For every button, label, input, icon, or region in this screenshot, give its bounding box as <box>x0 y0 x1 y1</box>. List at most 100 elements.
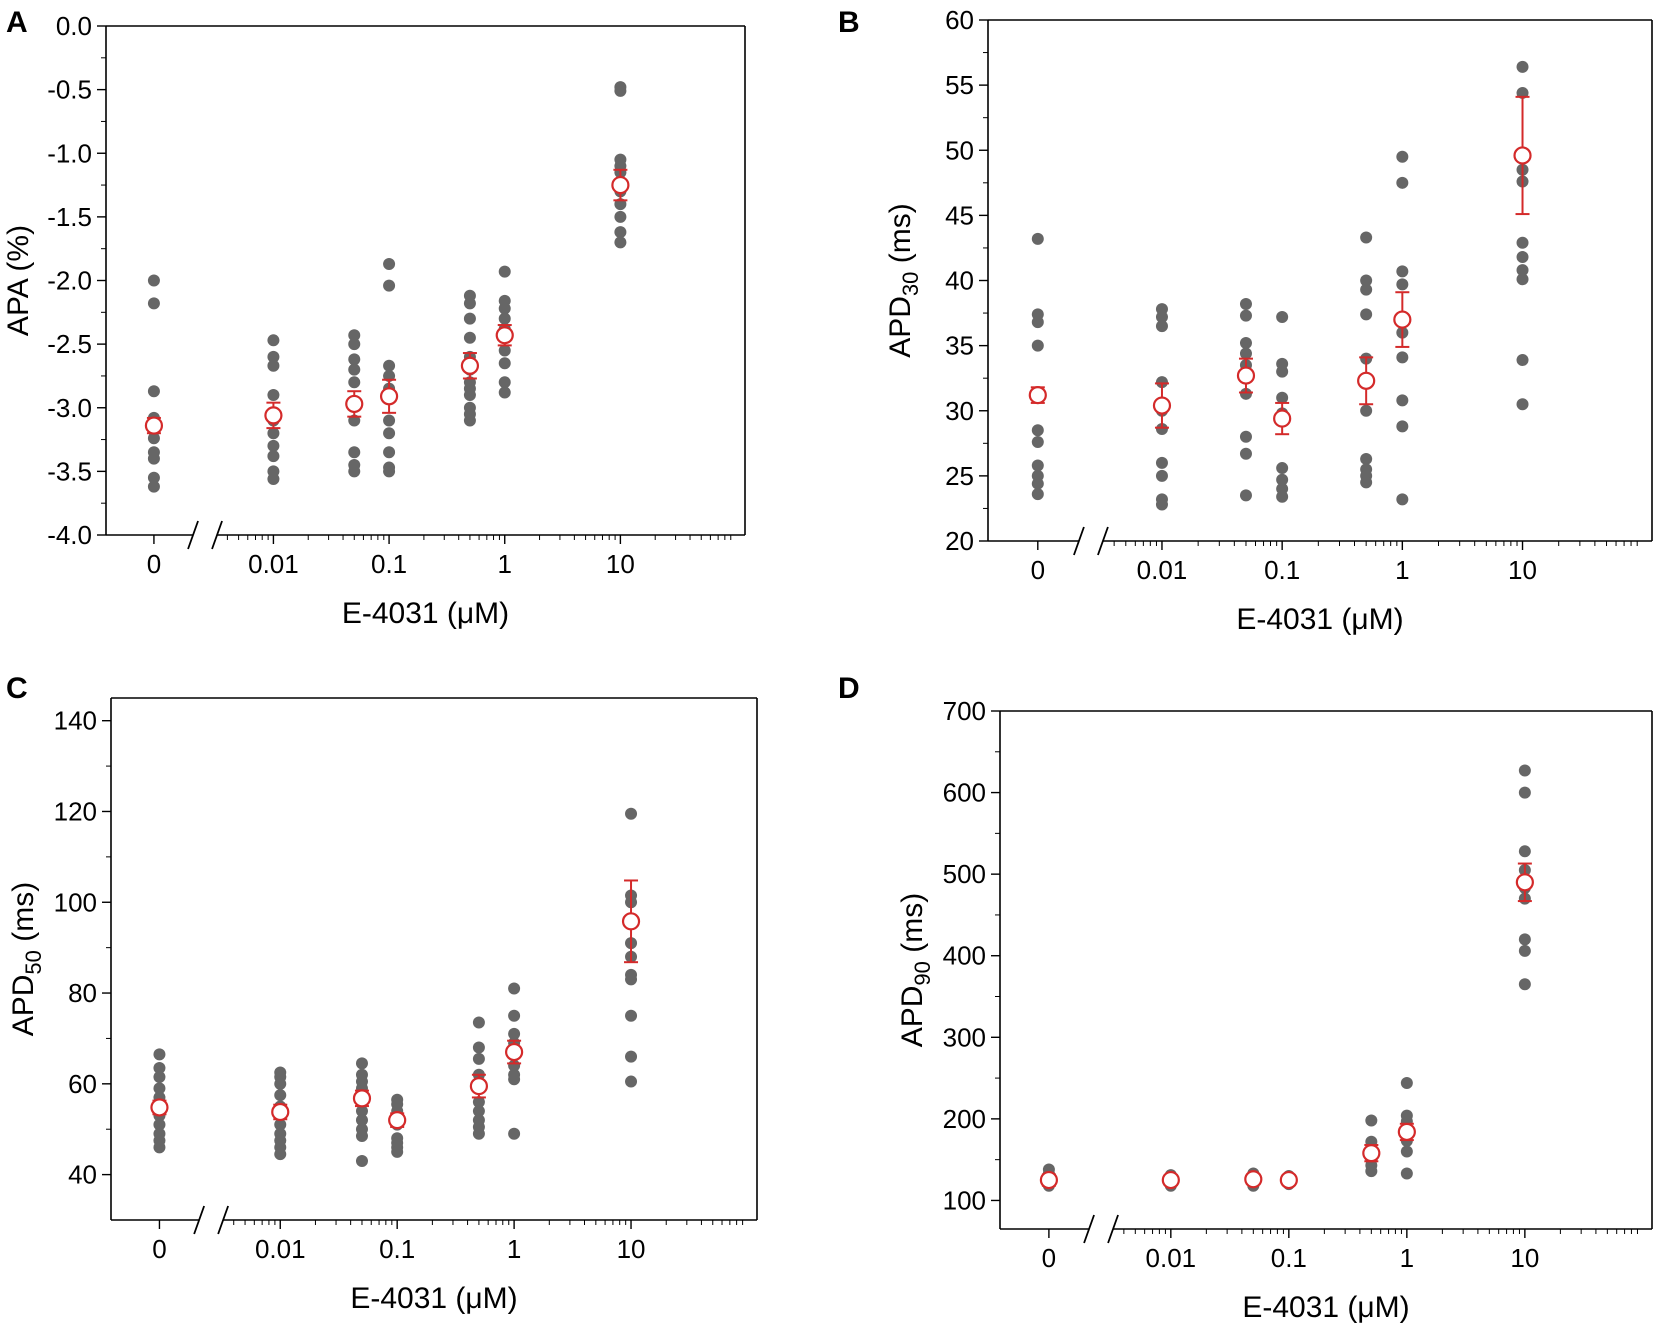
y-tick-label: 35 <box>945 331 974 361</box>
y-axis-label-subscript: 50 <box>21 950 46 974</box>
y-axis-label: APA (%) <box>2 225 35 336</box>
x-tick-label: 0.1 <box>371 549 407 579</box>
data-point <box>1518 944 1531 957</box>
data-point <box>625 807 638 820</box>
mean-marker <box>1397 1122 1416 1142</box>
data-point <box>147 452 160 465</box>
data-point <box>1518 845 1531 858</box>
y-tick-label: 60 <box>68 1069 97 1099</box>
y-tick-label: 100 <box>943 1185 986 1215</box>
data-point <box>472 1016 485 1029</box>
panel-letter-a: A <box>6 6 28 39</box>
data-point <box>472 1127 485 1140</box>
data-point <box>1031 316 1044 329</box>
y-axis-label-subscript: 30 <box>898 272 923 296</box>
data-point <box>1400 1167 1413 1180</box>
mean-marker <box>460 356 480 375</box>
y-axis-label-subscript: 90 <box>910 961 935 985</box>
data-point <box>1239 347 1252 360</box>
data-point <box>1365 1114 1378 1127</box>
data-point <box>1396 176 1409 189</box>
data-point <box>147 432 160 445</box>
data-point <box>1239 297 1252 310</box>
data-point <box>1396 265 1409 278</box>
axis-break-mark <box>1083 1214 1095 1244</box>
data-point <box>348 376 361 389</box>
data-point <box>1518 933 1531 946</box>
data-point <box>498 376 511 389</box>
data-point <box>1155 320 1168 333</box>
data-point <box>355 1114 368 1127</box>
data-point <box>1276 391 1289 404</box>
data-point <box>267 359 280 372</box>
data-point <box>348 329 361 342</box>
x-tick-label: 0.01 <box>248 549 299 579</box>
x-tick-label: 0 <box>147 549 161 579</box>
data-point <box>1239 447 1252 460</box>
x-tick-label: 10 <box>617 1234 646 1264</box>
data-point <box>355 1105 368 1118</box>
data-point <box>1400 1145 1413 1158</box>
data-point <box>1365 1165 1378 1178</box>
axis-break-mark <box>217 1205 229 1235</box>
data-point <box>153 1048 166 1061</box>
data-point <box>147 480 160 493</box>
data-point <box>153 1082 166 1095</box>
y-tick-label: 400 <box>943 941 986 971</box>
x-tick-label: 0 <box>152 1234 166 1264</box>
y-tick-label: 120 <box>54 796 97 826</box>
data-point <box>1516 273 1529 286</box>
y-tick-label: 500 <box>943 859 986 889</box>
data-point <box>1031 459 1044 472</box>
data-point <box>625 1009 638 1022</box>
data-point <box>625 1050 638 1063</box>
axis-break-mark <box>1073 526 1085 556</box>
data-point <box>1276 462 1289 475</box>
data-point <box>348 446 361 459</box>
data-point <box>1396 493 1409 506</box>
data-point <box>267 450 280 463</box>
y-tick-label: 30 <box>945 396 974 426</box>
data-point <box>355 1057 368 1070</box>
y-axis-label: APD30 (ms) <box>884 203 923 357</box>
data-point <box>1396 420 1409 433</box>
y-tick-label: 600 <box>943 778 986 808</box>
data-point <box>1396 278 1409 291</box>
data-point <box>153 1141 166 1154</box>
mean-marker <box>271 1102 290 1122</box>
data-point <box>1360 452 1373 465</box>
data-point <box>1031 232 1044 245</box>
y-tick-label: 0.0 <box>56 11 92 41</box>
data-point <box>383 465 396 478</box>
mean-marker <box>150 1098 169 1117</box>
axis-break-mark <box>1107 1214 1119 1244</box>
data-point <box>463 312 476 325</box>
mean-marker <box>1028 386 1047 405</box>
data-point <box>1518 786 1531 799</box>
panel-c: C 0 0.01 0.1 1 10 40 60 80 100 120 140 E-4031 (μM) AP… <box>6 672 758 1315</box>
data-point <box>267 350 280 363</box>
y-tick-label: -2.5 <box>47 329 92 359</box>
data-point <box>625 1075 638 1088</box>
y-tick-label: 55 <box>945 70 974 100</box>
data-point <box>472 1041 485 1054</box>
data-point <box>274 1077 287 1090</box>
x-tick-label: 1 <box>498 549 512 579</box>
data-point <box>1360 274 1373 287</box>
x-axis-label: E-4031 (μM) <box>342 597 509 630</box>
y-axis-label-unit: (ms) <box>884 203 917 271</box>
x-tick-label: 0.1 <box>379 1234 415 1264</box>
y-tick-label: 700 <box>943 696 986 726</box>
data-point <box>1031 436 1044 449</box>
axis-break-mark <box>187 520 199 550</box>
mean-marker <box>505 1042 524 1062</box>
mean-marker <box>1039 1170 1059 1190</box>
data-point <box>1155 376 1168 389</box>
mean-marker <box>345 394 364 414</box>
y-tick-label: 45 <box>945 200 974 230</box>
y-tick-label: 300 <box>943 1022 986 1052</box>
data-point <box>1239 430 1252 443</box>
x-tick-label: 0.1 <box>1271 1243 1307 1273</box>
y-axis-label: APD90 (ms) <box>896 893 935 1047</box>
data-point <box>147 274 160 287</box>
